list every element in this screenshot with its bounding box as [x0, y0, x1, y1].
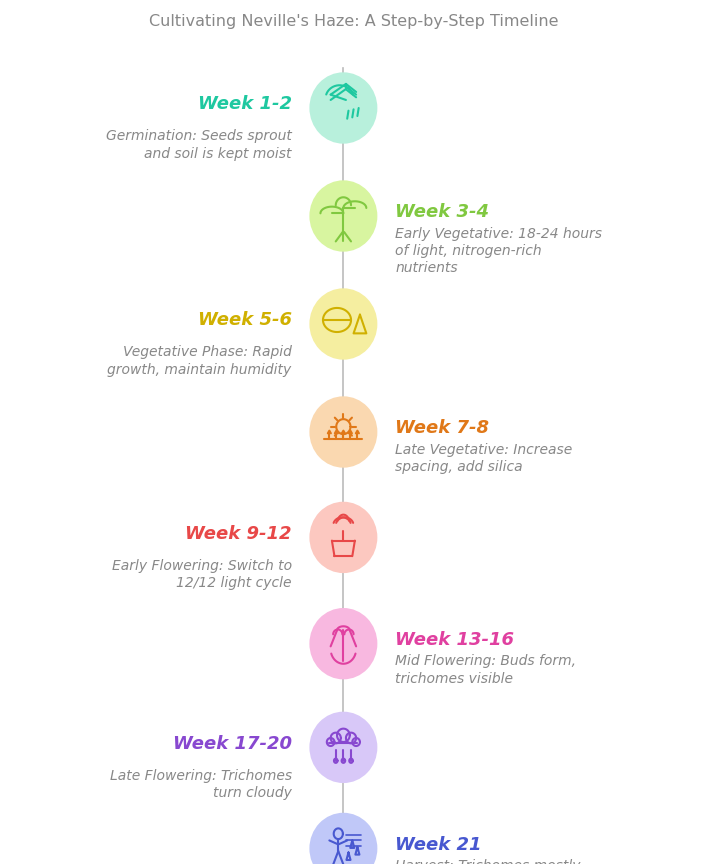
Ellipse shape	[309, 73, 377, 143]
Ellipse shape	[309, 502, 377, 573]
Text: Week 5-6: Week 5-6	[198, 311, 292, 329]
Text: Late Flowering: Trichomes
turn cloudy: Late Flowering: Trichomes turn cloudy	[110, 769, 292, 800]
Text: Germination: Seeds sprout
and soil is kept moist: Germination: Seeds sprout and soil is ke…	[105, 130, 292, 161]
Text: Vegetative Phase: Rapid
growth, maintain humidity: Vegetative Phase: Rapid growth, maintain…	[108, 346, 292, 377]
Text: Week 21: Week 21	[395, 835, 481, 854]
Text: Week 9-12: Week 9-12	[185, 524, 292, 543]
Text: Week 1-2: Week 1-2	[198, 95, 292, 113]
Text: Mid Flowering: Buds form,
trichomes visible: Mid Flowering: Buds form, trichomes visi…	[395, 654, 576, 686]
Text: Week 13-16: Week 13-16	[395, 631, 514, 649]
Ellipse shape	[309, 712, 377, 783]
Text: Early Flowering: Switch to
12/12 light cycle: Early Flowering: Switch to 12/12 light c…	[112, 559, 292, 590]
Ellipse shape	[309, 608, 377, 679]
Text: Cultivating Neville's Haze: A Step-by-Step Timeline: Cultivating Neville's Haze: A Step-by-St…	[149, 14, 559, 29]
Text: Week 7-8: Week 7-8	[395, 419, 489, 437]
Text: Week 17-20: Week 17-20	[173, 734, 292, 753]
Text: Week 3-4: Week 3-4	[395, 203, 489, 221]
Ellipse shape	[309, 181, 377, 251]
Text: Harvest: Trichomes mostly
cloudy with some amber: Harvest: Trichomes mostly cloudy with so…	[395, 859, 581, 864]
Ellipse shape	[309, 289, 377, 359]
Ellipse shape	[309, 397, 377, 467]
Text: Early Vegetative: 18-24 hours
of light, nitrogen-rich
nutrients: Early Vegetative: 18-24 hours of light, …	[395, 226, 602, 276]
Text: Late Vegetative: Increase
spacing, add silica: Late Vegetative: Increase spacing, add s…	[395, 442, 572, 474]
Ellipse shape	[309, 813, 377, 864]
